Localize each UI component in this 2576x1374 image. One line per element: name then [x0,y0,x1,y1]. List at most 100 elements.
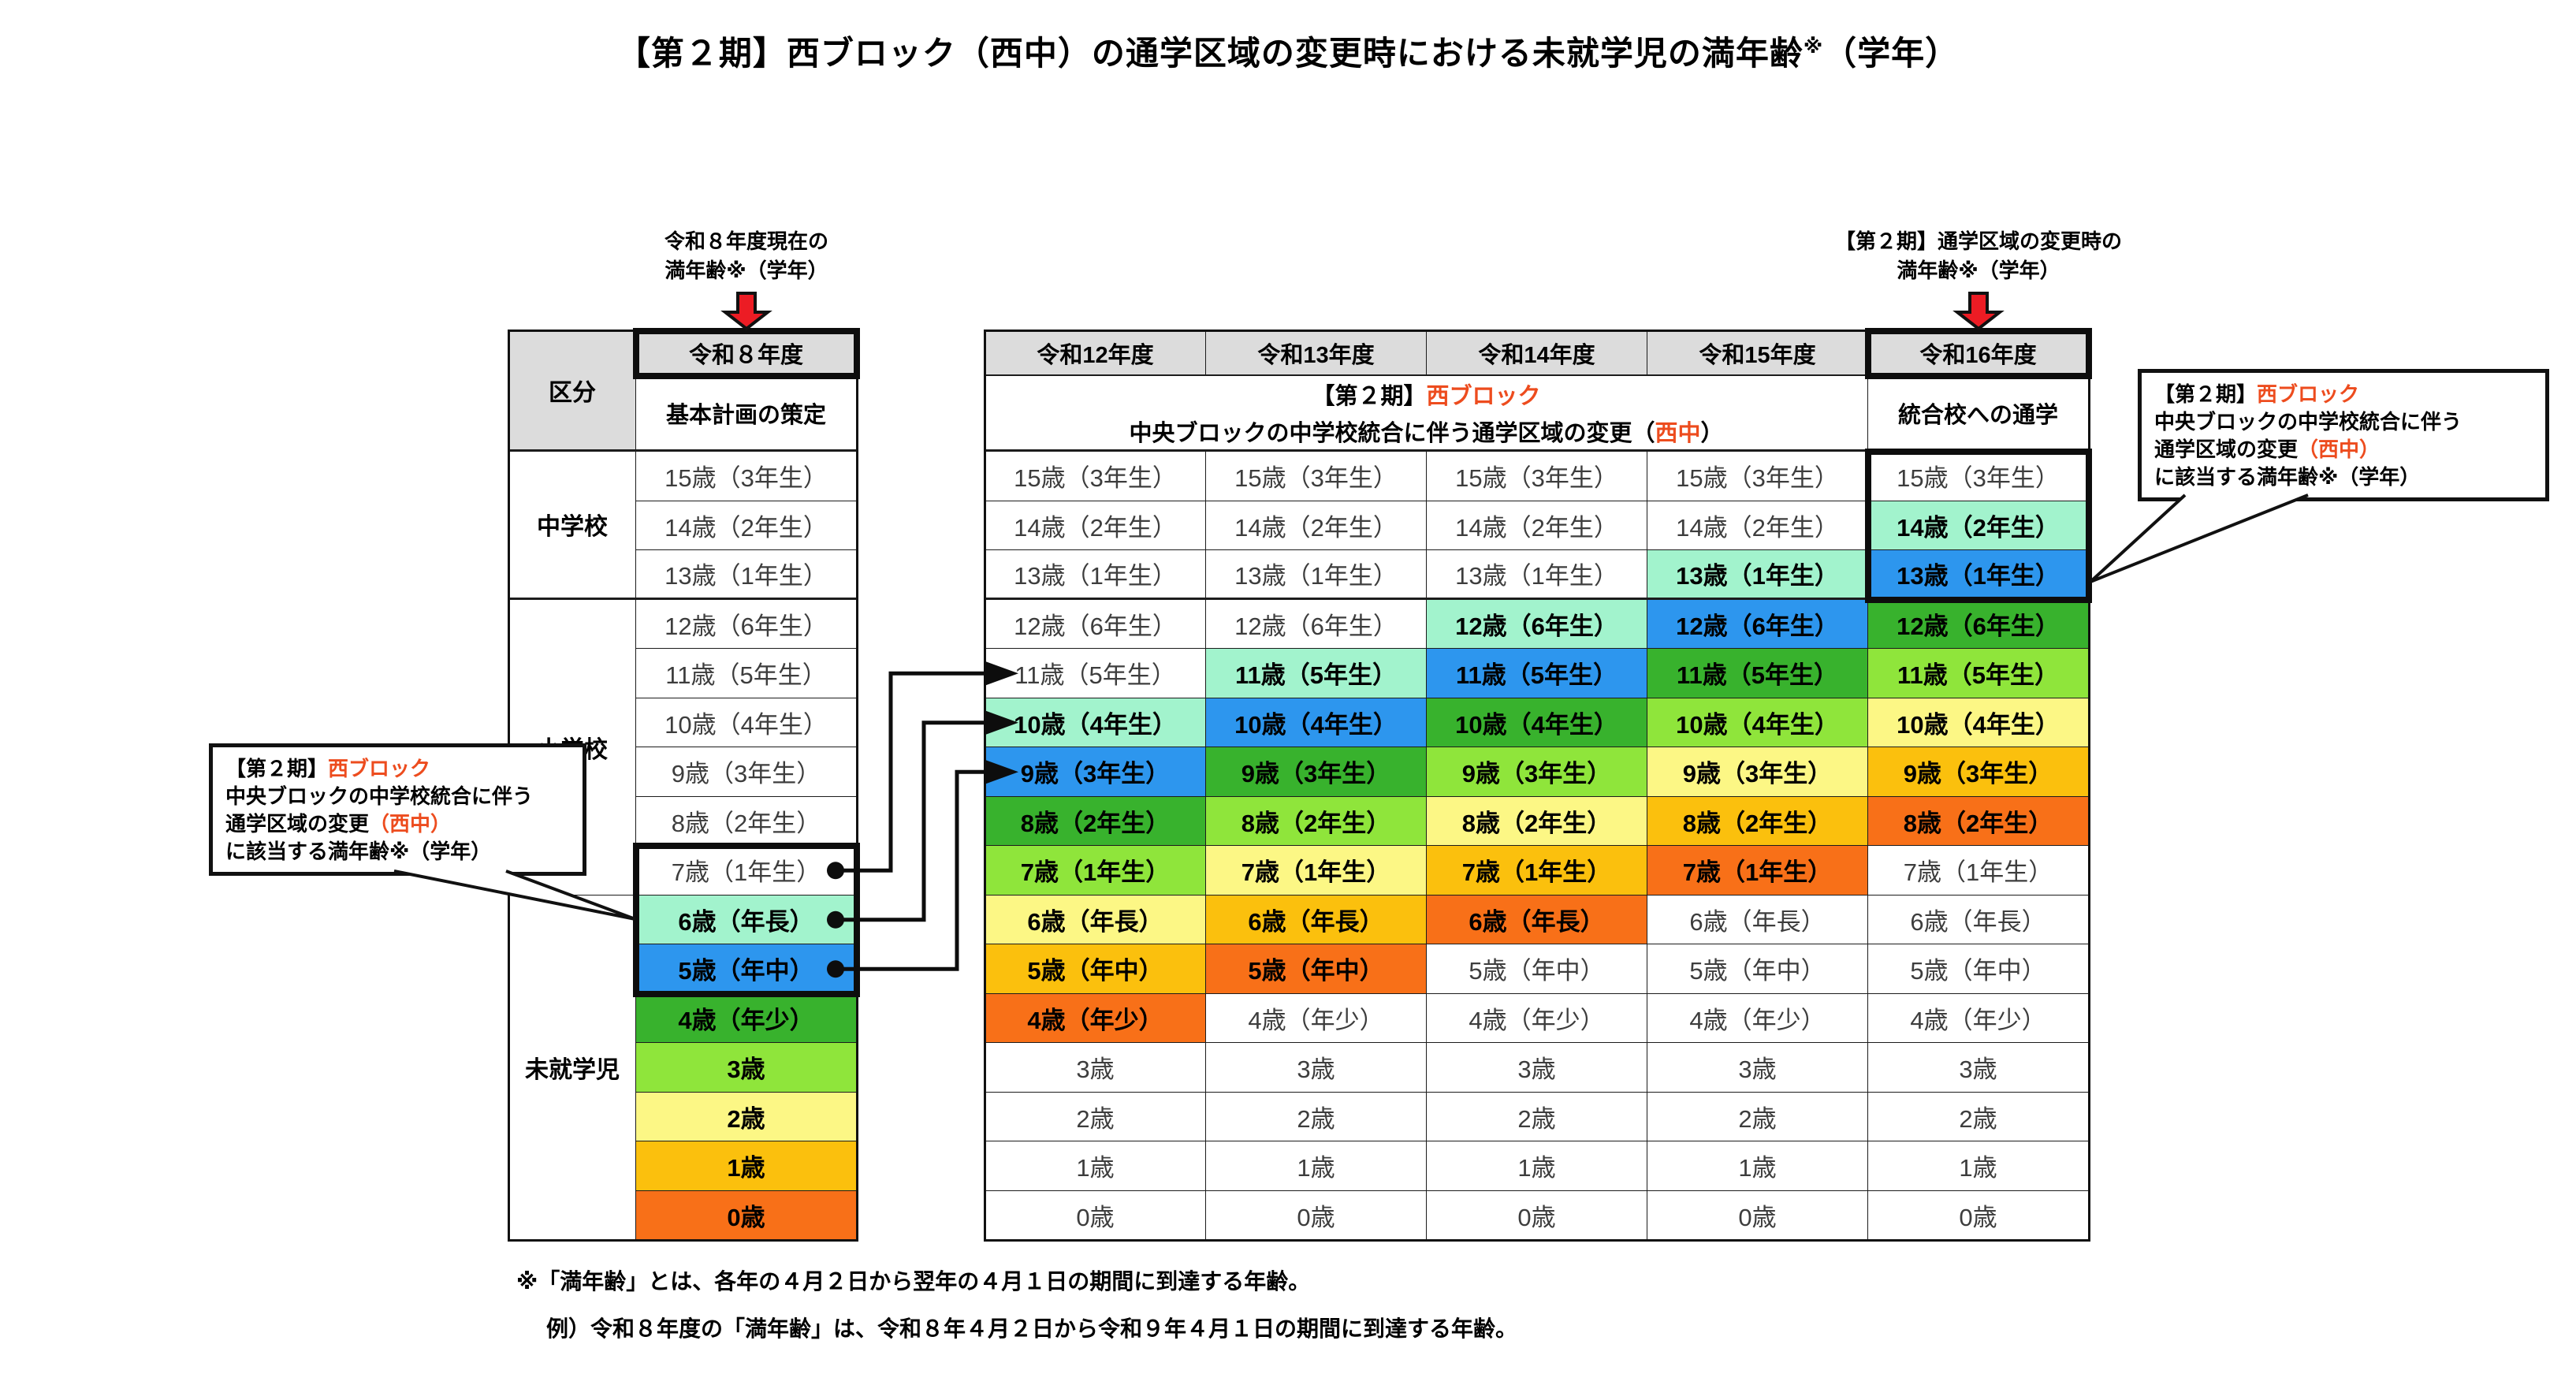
age-cell-y2-label: 15歳（3年生） [1455,464,1618,493]
age-cell-y4: 4歳（年少） [1868,993,2089,1043]
age-cell-y1: 14歳（2年生） [1206,501,1427,550]
age-cell-y3: 5歳（年中） [1647,944,1868,994]
age-cell-y0-label: 14歳（2年生） [1014,513,1177,542]
age-cell-y2-label: 12歳（6年生） [1455,612,1618,640]
figure-title-tail: （学年） [1823,35,1960,72]
callout-line1-black: 【第２期】 [2154,382,2258,406]
r8-age-cell-label: 9歳（3年生） [671,760,821,788]
age-cell-y1: 1歳 [1206,1141,1427,1191]
r8-age-cell-label: 11歳（5年生） [665,661,827,690]
change-age-annotation-line2: 満年齢※（学年） [1897,259,2060,282]
age-cell-y0-label: 15歳（3年生） [1014,464,1177,493]
age-cell-y4-label: 1歳 [1959,1154,1997,1182]
age-cell-y1: 9歳（3年生） [1206,747,1427,797]
year-header-cell-3: 令和15年度 [1647,331,1868,376]
age-cell-y2: 0歳 [1427,1190,1647,1240]
age-cell-y4: 3歳 [1868,1043,2089,1093]
age-cell-y4-label: 14歳（2年生） [1897,513,2060,542]
age-cell-y4-label: 3歳 [1959,1056,1997,1084]
age-cell-y0-label: 6歳（年長） [1027,907,1163,936]
callout-line3: 通学区域の変更（西中） [225,810,570,838]
callout-right-tail-fill [2090,495,2308,582]
age-cell-y3-label: 13歳（1年生） [1676,562,1839,590]
callout-line4: に該当する満年齢※（学年） [2154,465,2421,489]
callout-line2: 中央ブロックの中学校統合に伴う [225,784,534,808]
span-header-line2-red: 西中 [1655,421,1701,446]
age-cell-y3-label: 5歳（年中） [1689,957,1826,985]
integrated-sub-header-cell: 統合校への通学 [1868,376,2089,452]
age-cell-y3: 2歳 [1647,1092,1868,1141]
age-cell-y3-label: 2歳 [1738,1104,1777,1133]
r8-age-cell: 14歳（2年生） [636,501,857,550]
callout-line3-black: 通学区域の変更 [225,812,370,836]
r8-age-cell-label: 5歳（年中） [678,957,814,985]
age-cell-y2: 14歳（2年生） [1427,501,1647,550]
group-label-cell-2: 未就学児 [509,895,636,1240]
group-label-cell-0-label: 中学校 [537,514,608,541]
r8-age-cell: 13歳（1年生） [636,550,857,600]
age-cell-y3-label: 1歳 [1738,1154,1777,1182]
age-cell-y4: 6歳（年長） [1868,895,2089,944]
r8-age-cell: 6歳（年長） [636,895,857,944]
year-header-cell-1: 令和13年度 [1206,331,1427,376]
span-header-line2-before: 中央ブロックの中学校統合に伴う通学区域の変更（ [1129,421,1655,446]
age-cell-y1-label: 1歳 [1297,1154,1335,1182]
age-cell-y4-label: 13歳（1年生） [1897,562,2060,590]
age-cell-y0: 1歳 [985,1141,1206,1191]
span-header-line2: 中央ブロックの中学校統合に伴う通学区域の変更（西中） [1129,415,1723,448]
r8-age-cell-label: 6歳（年長） [678,907,814,936]
age-cell-y3: 14歳（2年生） [1647,501,1868,550]
r8-age-cell: 3歳 [636,1043,857,1093]
age-cell-y2-label: 11歳（5年生） [1455,661,1617,690]
age-cell-y1-label: 13歳（1年生） [1234,562,1398,590]
callout-line2: 中央ブロックの中学校統合に伴う [2154,410,2462,434]
age-cell-y1-label: 10歳（4年生） [1234,710,1398,739]
age-cell-y0-label: 7歳（1年生） [1020,858,1171,887]
age-cell-y4-label: 2歳 [1959,1104,1997,1133]
plan-sub-header-cell-label: 基本計画の策定 [665,402,826,428]
age-cell-y2-label: 13歳（1年生） [1455,562,1618,590]
age-cell-y1: 8歳（2年生） [1206,796,1427,846]
year-header-cell-0-label: 令和12年度 [1037,342,1154,368]
age-cell-y2-label: 3歳 [1517,1056,1556,1084]
age-cell-y2: 12歳（6年生） [1427,599,1647,649]
age-cell-y2-label: 6歳（年長） [1469,907,1605,936]
age-cell-y2: 10歳（4年生） [1427,698,1647,747]
r8-age-cell-label: 8歳（2年生） [671,809,821,837]
callout-west-block-right: 【第２期】西ブロック 中央ブロックの中学校統合に伴う 通学区域の変更（西中） に… [2138,369,2549,501]
age-cell-y4: 1歳 [1868,1141,2089,1191]
age-cell-y0-label: 2歳 [1076,1104,1115,1133]
age-cell-y4: 9歳（3年生） [1868,747,2089,797]
change-age-annotation: 【第２期】通学区域の変更時の 満年齢※（学年） [1758,227,2199,285]
age-cell-y3: 10歳（4年生） [1647,698,1868,747]
r8-age-cell: 0歳 [636,1190,857,1240]
r8-age-cell: 2歳 [636,1092,857,1141]
age-cell-y2: 3歳 [1427,1043,1647,1093]
category-corner-cell-label: 区分 [549,380,596,406]
red-down-arrow-icon-0 [720,292,772,331]
age-cell-y2: 6歳（年長） [1427,895,1647,944]
callout-line1-red: 西ブロック [328,757,431,780]
age-cell-y2-label: 5歳（年中） [1469,957,1605,985]
age-cell-y0: 8歳（2年生） [985,796,1206,846]
integrated-sub-header-cell-label: 統合校への通学 [1897,402,2058,428]
age-cell-y1-label: 6歳（年長） [1248,907,1384,936]
age-cell-y2: 15歳（3年生） [1427,452,1647,501]
callout-line3-red: （西中） [369,812,452,836]
age-cell-y4-label: 9歳（3年生） [1903,760,2053,788]
age-cell-y0: 0歳 [985,1190,1206,1240]
age-cell-y3: 9歳（3年生） [1647,747,1868,797]
age-cell-y1-label: 2歳 [1297,1104,1335,1133]
reiwa8-year-header-cell-label: 令和８年度 [688,343,803,368]
callout-line3-red: （西中） [2298,438,2381,461]
age-cell-y1: 7歳（1年生） [1206,846,1427,896]
age-cell-y0: 2歳 [985,1092,1206,1141]
callout-line3: 通学区域の変更（西中） [2154,436,2533,464]
age-cell-y3: 0歳 [1647,1190,1868,1240]
group-label-cell-0: 中学校 [509,452,636,600]
r8-age-cell: 10歳（4年生） [636,698,857,747]
age-cell-y3-label: 0歳 [1738,1203,1777,1231]
age-cell-y2: 7歳（1年生） [1427,846,1647,896]
age-cell-y1: 2歳 [1206,1092,1427,1141]
